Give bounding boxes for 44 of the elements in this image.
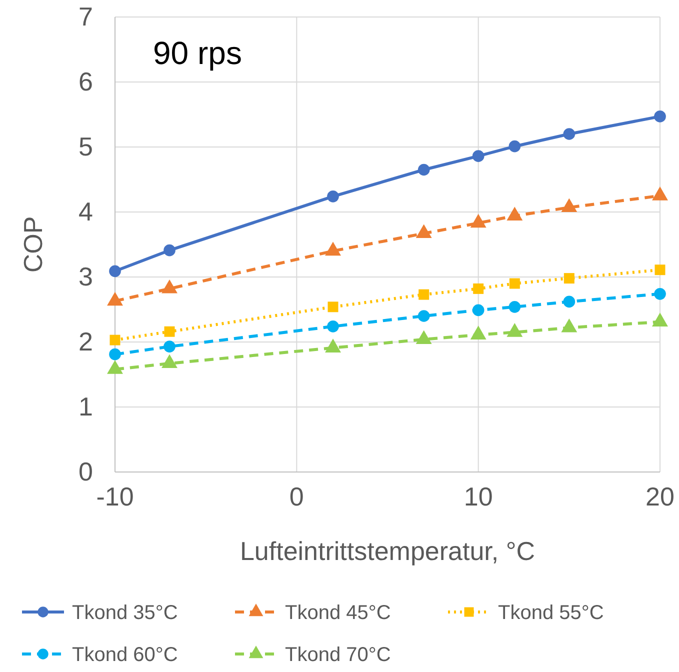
point xyxy=(508,300,521,313)
y-tick-label: 6 xyxy=(78,66,93,96)
x-tick-label: 20 xyxy=(646,482,674,512)
point xyxy=(328,302,338,312)
point xyxy=(164,326,175,337)
legend-label: Tkond 55°C xyxy=(498,602,604,624)
y-tick-label: 3 xyxy=(78,261,93,292)
point xyxy=(472,304,484,316)
point xyxy=(418,289,430,300)
point xyxy=(472,150,484,162)
y-axis-title: COP xyxy=(18,216,48,273)
point xyxy=(564,273,574,284)
point xyxy=(508,140,521,152)
y-tick-label: 4 xyxy=(78,196,93,226)
x-axis-title: Lufteintrittstemperatur, °C xyxy=(240,536,536,566)
point xyxy=(110,334,120,346)
y-tick-label: 1 xyxy=(78,391,93,422)
point xyxy=(473,283,484,294)
legend-label: Tkond 70°C xyxy=(285,644,391,666)
annotation: 90 rps xyxy=(153,35,242,71)
point xyxy=(327,320,339,332)
point xyxy=(654,110,666,122)
legend-label: Tkond 45°C xyxy=(285,602,391,624)
point xyxy=(418,164,430,176)
y-tick-label: 2 xyxy=(78,326,93,356)
point xyxy=(654,288,666,300)
point xyxy=(109,265,121,278)
point xyxy=(563,128,576,140)
y-tick-label: 5 xyxy=(78,131,93,162)
point xyxy=(164,244,176,256)
legend-label: Tkond 35°C xyxy=(72,602,178,624)
point xyxy=(418,310,430,322)
point xyxy=(509,278,520,289)
point xyxy=(654,264,666,276)
point xyxy=(563,296,576,308)
x-tick-label: 10 xyxy=(464,482,493,512)
point xyxy=(327,190,339,202)
legend-label: Tkond 60°C xyxy=(72,644,178,666)
x-tick-label: 0 xyxy=(289,482,304,512)
y-tick-label: 0 xyxy=(78,456,93,486)
point xyxy=(164,340,176,352)
x-tick-label: -10 xyxy=(96,482,134,512)
y-tick-label: 7 xyxy=(78,1,93,32)
point xyxy=(109,348,121,360)
